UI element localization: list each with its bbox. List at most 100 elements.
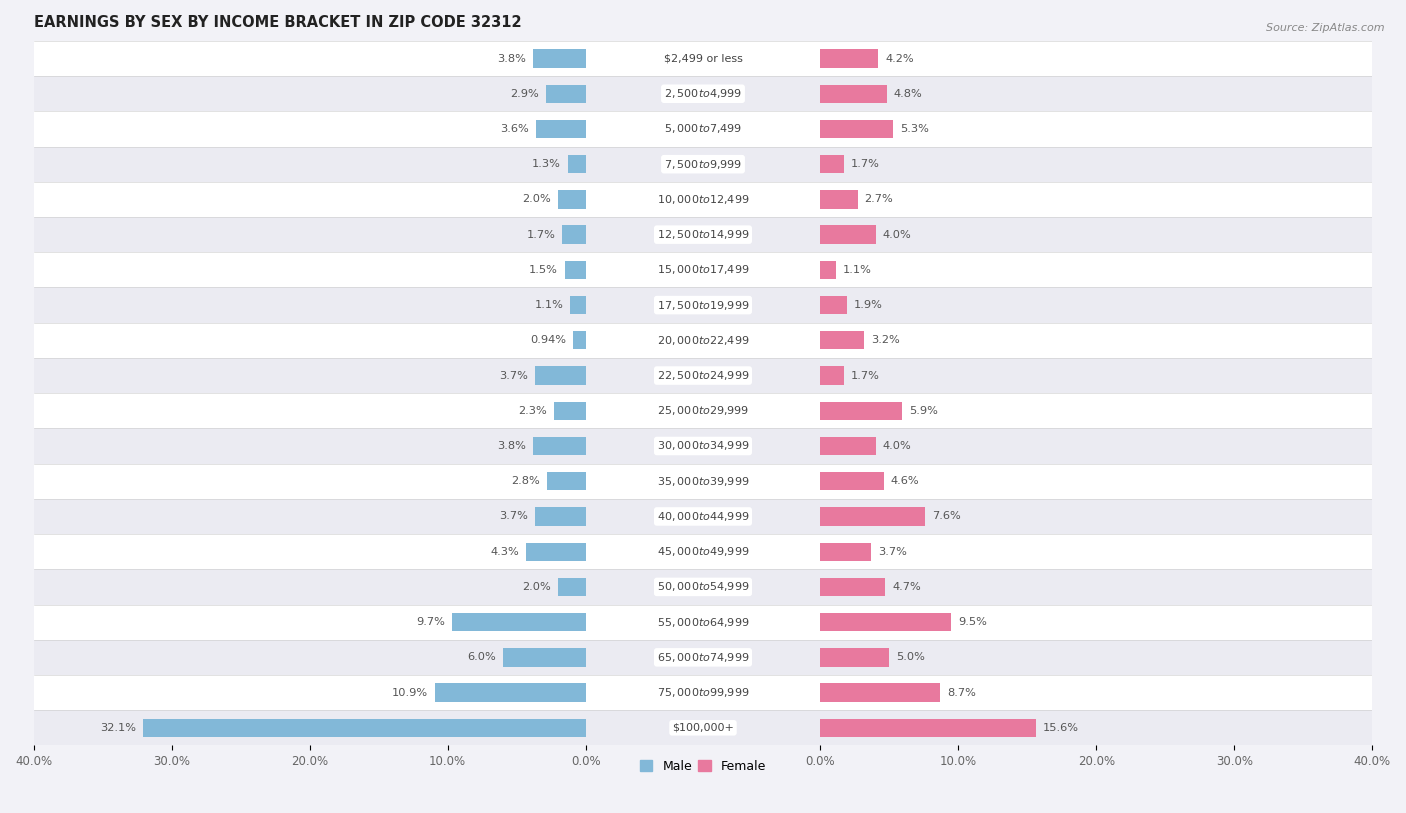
Bar <box>34 288 1372 323</box>
Bar <box>820 190 858 209</box>
Bar <box>34 111 1372 146</box>
Text: $12,500 to $14,999: $12,500 to $14,999 <box>657 228 749 241</box>
Bar <box>554 402 586 420</box>
Bar <box>820 50 879 67</box>
Bar <box>546 85 586 103</box>
Text: $100,000+: $100,000+ <box>672 723 734 733</box>
Bar <box>34 463 1372 499</box>
Text: 2.8%: 2.8% <box>512 476 540 486</box>
Bar <box>562 225 586 244</box>
Legend: Male, Female: Male, Female <box>636 755 770 778</box>
Text: $22,500 to $24,999: $22,500 to $24,999 <box>657 369 749 382</box>
Text: 9.5%: 9.5% <box>959 617 987 627</box>
Text: $7,500 to $9,999: $7,500 to $9,999 <box>664 158 742 171</box>
Bar <box>34 499 1372 534</box>
Bar <box>34 146 1372 182</box>
Text: 3.7%: 3.7% <box>499 371 527 380</box>
Bar <box>820 155 844 173</box>
Bar <box>142 719 586 737</box>
Text: 32.1%: 32.1% <box>100 723 136 733</box>
Bar <box>534 367 586 385</box>
Text: $20,000 to $22,499: $20,000 to $22,499 <box>657 334 749 347</box>
Text: 1.1%: 1.1% <box>842 265 872 275</box>
Text: 4.0%: 4.0% <box>883 441 911 451</box>
Bar <box>34 534 1372 569</box>
Text: 4.7%: 4.7% <box>891 582 921 592</box>
Bar <box>820 296 846 315</box>
Text: 2.3%: 2.3% <box>519 406 547 415</box>
Bar <box>820 507 925 526</box>
Text: $5,000 to $7,499: $5,000 to $7,499 <box>664 123 742 136</box>
Text: 1.7%: 1.7% <box>526 229 555 240</box>
Text: 4.8%: 4.8% <box>893 89 922 98</box>
Bar <box>34 217 1372 252</box>
Bar <box>533 50 586 67</box>
Text: $2,500 to $4,999: $2,500 to $4,999 <box>664 87 742 100</box>
Bar <box>34 41 1372 76</box>
Text: $35,000 to $39,999: $35,000 to $39,999 <box>657 475 749 488</box>
Text: 6.0%: 6.0% <box>467 652 496 663</box>
Text: 5.0%: 5.0% <box>896 652 925 663</box>
Bar <box>820 437 876 455</box>
Bar <box>572 331 586 350</box>
Text: $2,499 or less: $2,499 or less <box>664 54 742 63</box>
Text: 4.2%: 4.2% <box>886 54 914 63</box>
Text: 0.94%: 0.94% <box>530 335 565 346</box>
Text: 1.1%: 1.1% <box>534 300 564 310</box>
Text: 1.5%: 1.5% <box>529 265 558 275</box>
Text: 15.6%: 15.6% <box>1043 723 1078 733</box>
Text: 4.6%: 4.6% <box>891 476 920 486</box>
Bar <box>533 437 586 455</box>
Bar <box>820 472 884 490</box>
Bar <box>534 507 586 526</box>
Text: $17,500 to $19,999: $17,500 to $19,999 <box>657 298 749 311</box>
Bar <box>547 472 586 490</box>
Bar <box>820 684 941 702</box>
Bar <box>451 613 586 631</box>
Bar <box>34 358 1372 393</box>
Bar <box>503 648 586 667</box>
Text: $45,000 to $49,999: $45,000 to $49,999 <box>657 546 749 559</box>
Bar <box>820 578 886 596</box>
Text: $40,000 to $44,999: $40,000 to $44,999 <box>657 510 749 523</box>
Bar <box>34 252 1372 288</box>
Bar <box>34 393 1372 428</box>
Text: EARNINGS BY SEX BY INCOME BRACKET IN ZIP CODE 32312: EARNINGS BY SEX BY INCOME BRACKET IN ZIP… <box>34 15 522 30</box>
Bar <box>568 155 586 173</box>
Text: 2.0%: 2.0% <box>523 194 551 204</box>
Bar <box>820 542 872 561</box>
Text: $65,000 to $74,999: $65,000 to $74,999 <box>657 651 749 664</box>
Bar <box>34 711 1372 746</box>
Text: 3.2%: 3.2% <box>872 335 900 346</box>
Bar <box>820 719 1036 737</box>
Bar <box>558 578 586 596</box>
Bar <box>820 120 893 138</box>
Text: 3.8%: 3.8% <box>498 54 526 63</box>
Bar <box>34 323 1372 358</box>
Bar <box>34 428 1372 463</box>
Text: 4.3%: 4.3% <box>491 546 519 557</box>
Text: $10,000 to $12,499: $10,000 to $12,499 <box>657 193 749 206</box>
Text: 2.7%: 2.7% <box>865 194 893 204</box>
Bar <box>558 190 586 209</box>
Text: 1.7%: 1.7% <box>851 159 880 169</box>
Text: 3.8%: 3.8% <box>498 441 526 451</box>
Bar <box>34 182 1372 217</box>
Text: $15,000 to $17,499: $15,000 to $17,499 <box>657 263 749 276</box>
Text: 5.9%: 5.9% <box>908 406 938 415</box>
Bar <box>820 367 844 385</box>
Text: 9.7%: 9.7% <box>416 617 444 627</box>
Bar <box>820 225 876 244</box>
Bar <box>820 85 887 103</box>
Text: $55,000 to $64,999: $55,000 to $64,999 <box>657 615 749 628</box>
Bar <box>536 120 586 138</box>
Bar <box>34 675 1372 711</box>
Text: 3.7%: 3.7% <box>499 511 527 521</box>
Bar <box>820 261 835 279</box>
Bar <box>565 261 586 279</box>
Text: 1.7%: 1.7% <box>851 371 880 380</box>
Text: $50,000 to $54,999: $50,000 to $54,999 <box>657 580 749 593</box>
Bar <box>820 613 952 631</box>
Text: 4.0%: 4.0% <box>883 229 911 240</box>
Text: Source: ZipAtlas.com: Source: ZipAtlas.com <box>1267 23 1385 33</box>
